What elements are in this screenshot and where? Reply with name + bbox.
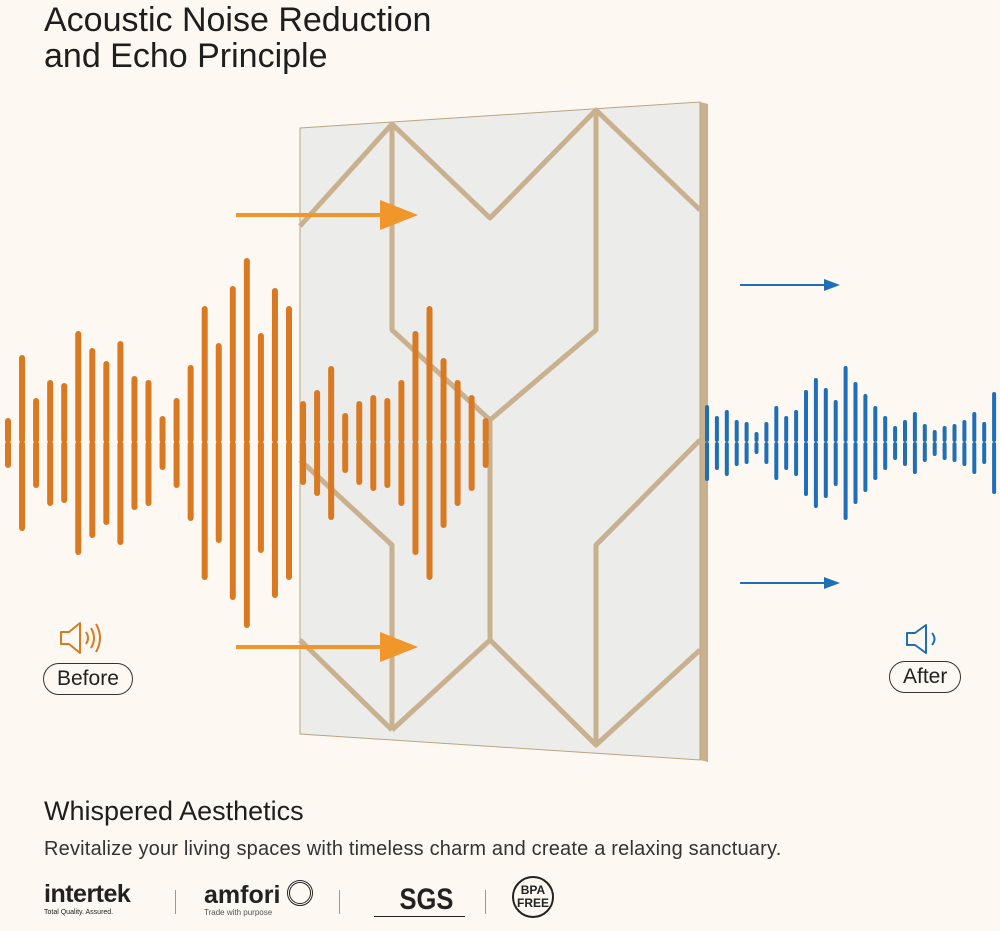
divider [485,890,486,914]
intertek-tagline: Total Quality. Assured. [44,909,114,916]
amfori-name: amfori [204,881,281,909]
amfori-ring-icon [287,880,314,906]
sgs-logo: SGS [374,884,466,917]
bpa-text: BPA [520,883,546,897]
amfori-logo: amfori Trade with purpose [204,880,314,917]
intertek-logo: intertek Total Quality. Assured. [44,880,131,917]
page-title: Acoustic Noise Reduction and Echo Princi… [44,2,431,74]
sound-wave-after [705,366,997,520]
speaker-quiet-icon [906,624,936,654]
arrow-before-bottom [236,632,418,662]
free-text: FREE [516,896,549,910]
section-heading: Whispered Aesthetics [44,796,304,826]
sound-wave-before [5,258,489,628]
speaker-loud-icon [60,622,101,654]
title-line-1: Acoustic Noise Reduction [44,1,432,39]
arrows [236,200,840,662]
divider [339,890,340,914]
title-line-2: and Echo Principle [44,37,328,75]
amfori-tagline: Trade with purpose [204,908,273,917]
intertek-name: intertek [44,880,131,908]
certification-logos: intertek Total Quality. Assured. amfori … [44,876,604,926]
arrow-before-top [236,200,418,230]
arrow-after-top [740,279,840,291]
arrow-after-bottom [740,577,840,589]
section-text: Revitalize your living spaces with timel… [44,838,782,860]
after-label: After [889,661,962,693]
before-label: Before [43,663,133,695]
bpa-free-badge: BPA FREE [512,876,554,918]
divider [175,890,176,914]
